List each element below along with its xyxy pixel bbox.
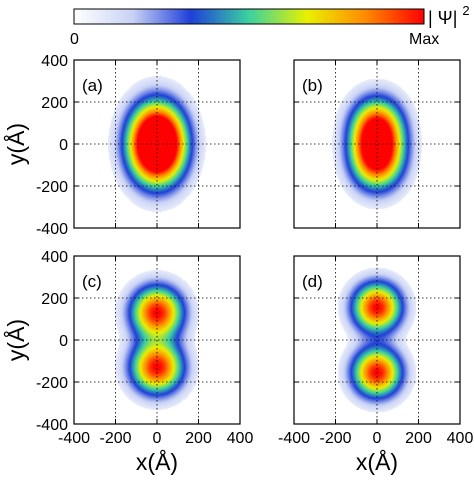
colorbar-max-label: Max <box>409 31 439 48</box>
x-tick-label: -400 <box>278 430 310 447</box>
y-tick-label: 0 <box>59 137 68 154</box>
x-tick-label: 200 <box>405 430 432 447</box>
y-tick-label: 400 <box>41 249 68 266</box>
colorbar-gradient <box>73 8 425 25</box>
y-tick-label: -200 <box>36 179 68 196</box>
colorbar: | Ψ| 2 0 Max <box>70 3 470 48</box>
y-tick-label: -200 <box>36 375 68 392</box>
panel-label: (b) <box>302 76 323 95</box>
x-tick-label: -200 <box>319 430 351 447</box>
x-tick-label: 400 <box>447 430 474 447</box>
y-tick-label: 200 <box>41 95 68 112</box>
x-tick-label: 0 <box>153 430 162 447</box>
x-tick-label: -400 <box>58 430 90 447</box>
x-tick-label: -200 <box>99 430 131 447</box>
y-tick-label: 0 <box>59 333 68 350</box>
colorbar-title: | Ψ| 2 <box>428 3 470 28</box>
panel-b: (b) <box>293 59 461 229</box>
y-tick-label: -400 <box>36 417 68 434</box>
y-axis-label: y(Å) <box>2 319 29 361</box>
x-axis-label: x(Å) <box>356 448 398 475</box>
y-tick-label: 200 <box>41 291 68 308</box>
x-tick-label: 0 <box>373 430 382 447</box>
x-tick-label: 200 <box>185 430 212 447</box>
colorbar-min-label: 0 <box>70 31 79 48</box>
panel-d: (d) -400 -200 0 200 400 x(Å) <box>278 255 474 475</box>
panel-c: (c) 400 200 0 -200 -400-400 -200 0 200 400 x(Å) y(Å… <box>2 249 253 475</box>
y-tick-label: 400 <box>41 53 68 70</box>
panels: (a)4002000-200-400y(Å)(b)(c)4002000-200-… <box>2 53 473 475</box>
x-tick-label: 400 <box>227 430 254 447</box>
x-axis-label: x(Å) <box>136 448 178 475</box>
panel-label: (d) <box>302 272 323 291</box>
panel-label: (c) <box>82 272 102 291</box>
panel-a: (a) 400 200 0 -200 -400 y(Å) <box>2 53 241 238</box>
y-tick-label: -400 <box>36 221 68 238</box>
y-axis-label: y(Å) <box>2 123 29 165</box>
panel-label: (a) <box>82 76 103 95</box>
